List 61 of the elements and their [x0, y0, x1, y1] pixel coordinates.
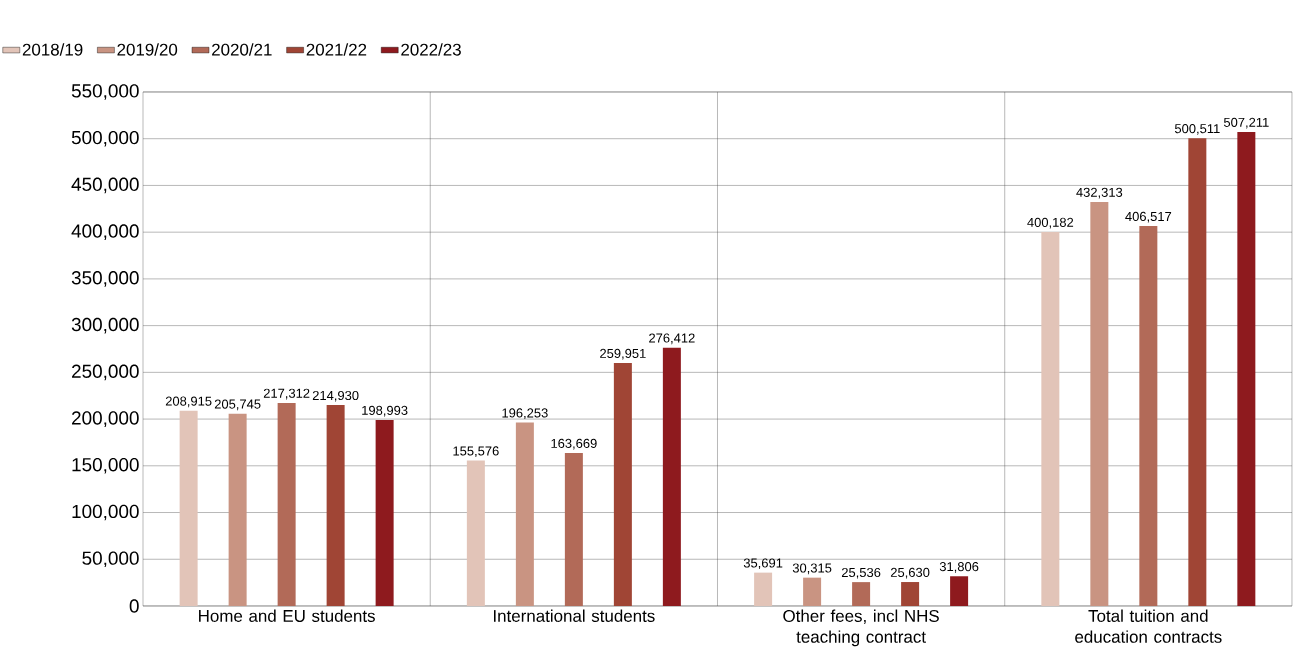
data-label: 35,691 — [743, 558, 783, 570]
y-tick-label: 200,000 — [72, 411, 139, 427]
bar — [1188, 138, 1207, 606]
y-tick-label: 150,000 — [72, 457, 139, 474]
y-tick-label: 550,000 — [71, 84, 139, 100]
x-tick-label: Home and EU students — [199, 609, 375, 622]
y-tick-label: 450,000 — [71, 177, 139, 194]
bar — [228, 413, 247, 606]
x-tick-label: Other fees, incl NHS teaching contract — [783, 609, 939, 647]
y-tick-label: 500,000 — [71, 130, 139, 147]
legend-label: 2019/20 — [117, 43, 178, 56]
bar — [375, 420, 394, 606]
data-label: 31,806 — [939, 562, 979, 573]
legend-label: 2021/22 — [306, 43, 367, 56]
bar — [1139, 226, 1158, 606]
data-label: 30,315 — [792, 563, 832, 575]
data-label: 500,511 — [1174, 124, 1220, 135]
bar — [613, 363, 632, 606]
bar — [1237, 131, 1256, 606]
data-label: 155,576 — [453, 446, 499, 458]
bar — [1090, 201, 1109, 606]
data-label: 259,951 — [600, 348, 646, 360]
legend-label: 2020/21 — [212, 43, 272, 56]
y-tick-label: 0 — [129, 599, 139, 613]
bar — [179, 410, 198, 606]
data-label: 406,517 — [1125, 211, 1172, 223]
y-tick-label: 100,000 — [72, 504, 139, 521]
data-label: 163,669 — [551, 438, 597, 450]
data-label: 198,993 — [362, 405, 408, 417]
bar — [564, 453, 583, 606]
y-tick-label: 400,000 — [71, 224, 139, 240]
data-label: 196,253 — [502, 408, 548, 420]
bar — [754, 572, 773, 606]
bar — [852, 582, 871, 606]
x-tick-label: International students — [493, 609, 655, 622]
legend-label: 2022/23 — [401, 43, 461, 56]
legend-label: 2018/19 — [22, 43, 83, 56]
bar — [662, 347, 681, 606]
data-label: 400,182 — [1027, 217, 1074, 229]
data-label: 432,313 — [1076, 187, 1123, 199]
bar — [803, 577, 822, 606]
y-tick-label: 50,000 — [82, 551, 139, 568]
data-label: 205,745 — [214, 399, 261, 411]
bar — [1041, 231, 1060, 606]
y-tick-label: 250,000 — [72, 364, 139, 381]
data-label: 25,536 — [841, 567, 881, 579]
data-label: 507,211 — [1223, 117, 1269, 129]
data-label: 217,312 — [263, 388, 310, 400]
y-tick-label: 350,000 — [71, 271, 139, 287]
bar — [277, 402, 296, 606]
bar — [950, 576, 969, 606]
bar — [901, 582, 920, 606]
x-tick-label: Total tuition and education contracts — [1075, 609, 1222, 643]
data-label: 214,930 — [312, 390, 359, 402]
bar — [515, 422, 534, 606]
y-tick-label: 300,000 — [71, 317, 139, 334]
data-label: 25,630 — [890, 567, 930, 579]
bar — [326, 405, 345, 606]
bar — [466, 460, 485, 606]
data-label: 208,915 — [165, 396, 212, 408]
data-label: 276,412 — [649, 333, 695, 345]
